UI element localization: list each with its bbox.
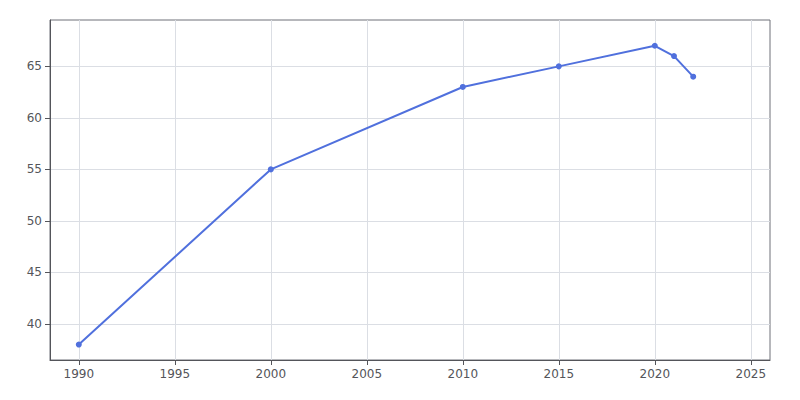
svg-text:2000: 2000 xyxy=(256,367,287,381)
svg-text:55: 55 xyxy=(27,162,42,176)
svg-text:2015: 2015 xyxy=(544,367,575,381)
svg-text:2025: 2025 xyxy=(736,367,767,381)
svg-text:1990: 1990 xyxy=(64,367,95,381)
svg-text:40: 40 xyxy=(27,317,42,331)
svg-text:2005: 2005 xyxy=(352,367,383,381)
svg-text:2020: 2020 xyxy=(640,367,671,381)
svg-text:2010: 2010 xyxy=(448,367,479,381)
svg-text:50: 50 xyxy=(27,214,42,228)
svg-text:45: 45 xyxy=(27,265,42,279)
svg-text:60: 60 xyxy=(27,111,42,125)
svg-text:65: 65 xyxy=(27,59,42,73)
svg-text:1995: 1995 xyxy=(160,367,191,381)
